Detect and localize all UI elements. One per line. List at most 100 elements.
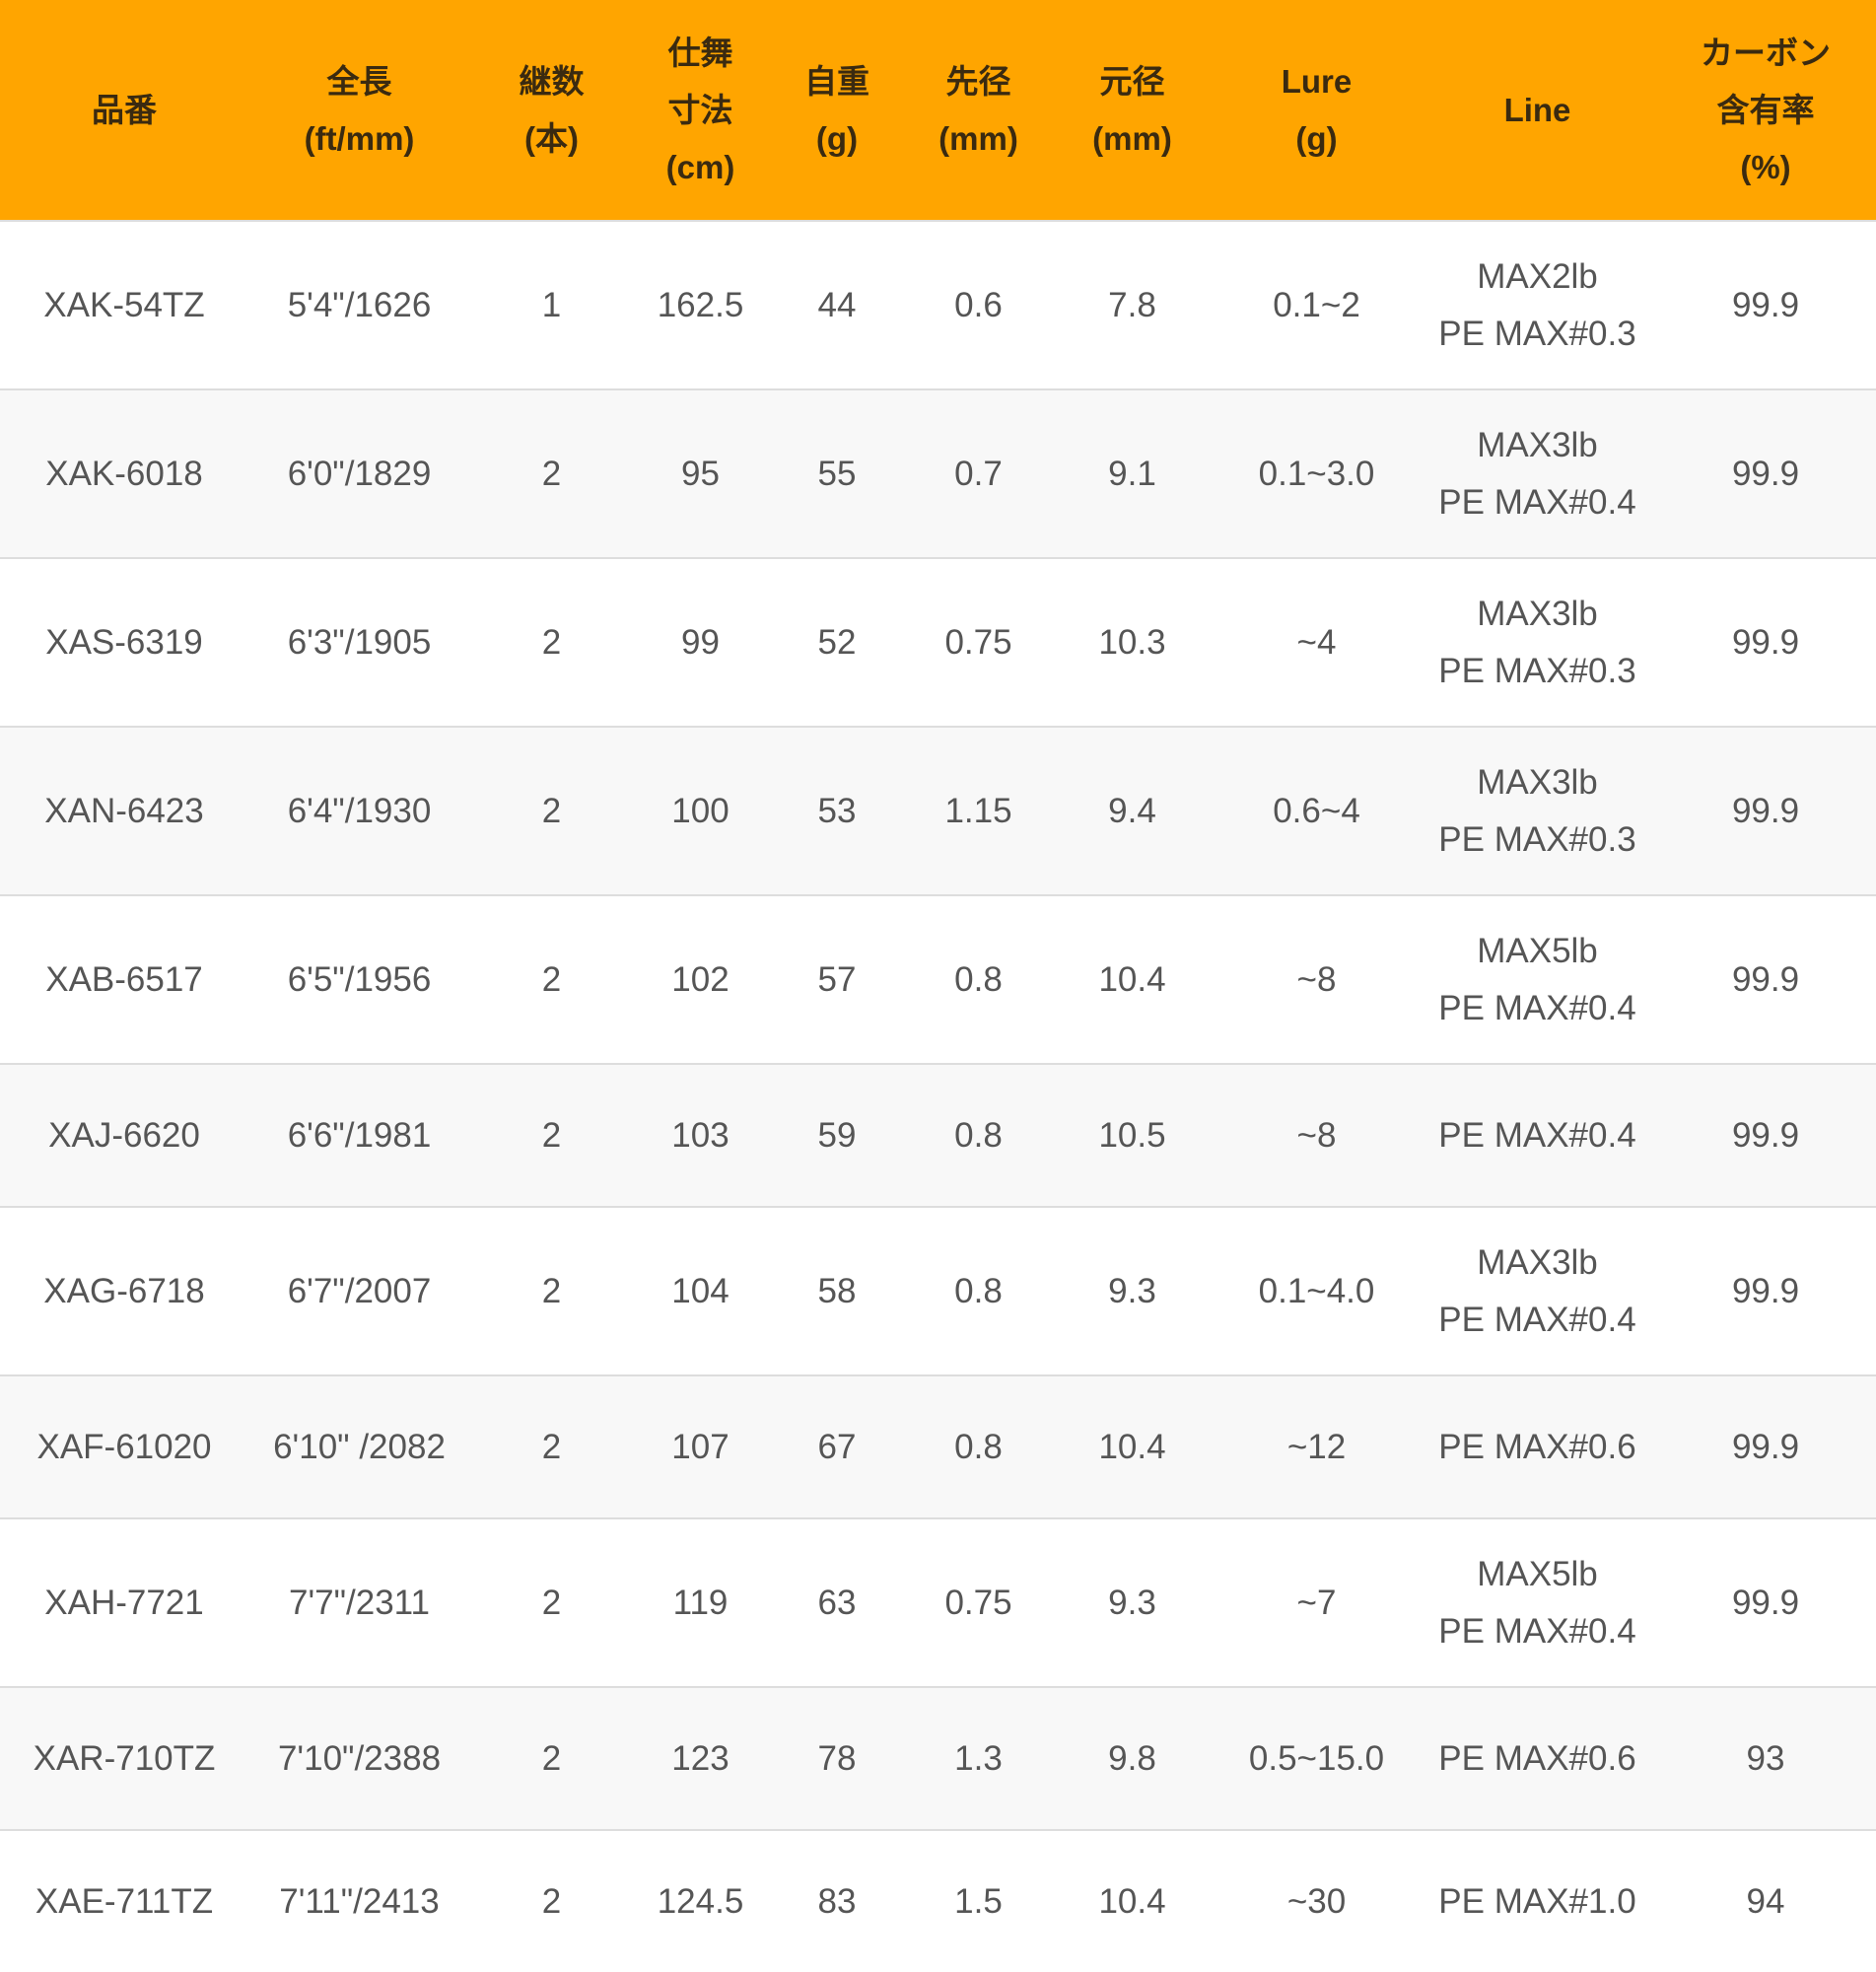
- cell-pieces: 2: [470, 1374, 633, 1518]
- cell-lure: 0.5~15.0: [1214, 1686, 1420, 1830]
- cell-weight: 67: [768, 1374, 906, 1518]
- cell-weight: 78: [768, 1686, 906, 1830]
- cell-closed-length: 123: [633, 1686, 768, 1830]
- cell-model: XAK-6018: [0, 388, 248, 558]
- cell-butt-diameter: 10.4: [1051, 894, 1214, 1064]
- cell-lure: ~7: [1214, 1517, 1420, 1687]
- cell-pieces: 2: [470, 557, 633, 727]
- header-label: (mm): [938, 119, 1018, 157]
- line-spec: PE MAX#0.3: [1438, 314, 1636, 353]
- cell-lure: ~8: [1214, 1063, 1420, 1207]
- cell-model: XAH-7721: [0, 1517, 248, 1687]
- cell-length: 6'4"/1930: [248, 726, 470, 895]
- header-label: 寸法: [667, 91, 733, 128]
- line-spec: PE MAX#0.4: [1438, 988, 1636, 1027]
- cell-weight: 57: [768, 894, 906, 1064]
- table-row: XAR-710TZ 7'10"/2388 2 123 78 1.3 9.8 0.5~15.0 P…: [0, 1686, 1876, 1830]
- line-spec: PE MAX#0.3: [1438, 651, 1636, 690]
- cell-carbon: 93: [1655, 1686, 1876, 1830]
- line-spec: MAX3lb: [1477, 1242, 1598, 1282]
- cell-pieces: 1: [470, 220, 633, 389]
- header-label: 含有率: [1716, 91, 1815, 128]
- cell-butt-diameter: 9.8: [1051, 1686, 1214, 1830]
- cell-line: PE MAX#1.0: [1420, 1829, 1655, 1972]
- cell-butt-diameter: 10.4: [1051, 1374, 1214, 1518]
- cell-tip-diameter: 0.8: [906, 1063, 1051, 1207]
- header-tip-diameter: 先径 (mm): [906, 0, 1051, 221]
- cell-line: MAX3lb PE MAX#0.4: [1420, 1206, 1655, 1375]
- cell-tip-diameter: 0.8: [906, 894, 1051, 1064]
- cell-carbon: 99.9: [1655, 557, 1876, 727]
- table-row: XAK-54TZ 5'4"/1626 1 162.5 44 0.6 7.8 0.1~2 MAX2…: [0, 220, 1876, 389]
- table-row: XAG-6718 6'7"/2007 2 104 58 0.8 9.3 0.1~4.0 MAX3…: [0, 1206, 1876, 1375]
- cell-carbon: 99.9: [1655, 1063, 1876, 1207]
- cell-butt-diameter: 9.1: [1051, 388, 1214, 558]
- cell-lure: 0.1~3.0: [1214, 388, 1420, 558]
- line-spec: PE MAX#1.0: [1438, 1881, 1636, 1921]
- cell-pieces: 2: [470, 726, 633, 895]
- cell-length: 7'7"/2311: [248, 1517, 470, 1687]
- cell-model: XAN-6423: [0, 726, 248, 895]
- cell-carbon: 99.9: [1655, 894, 1876, 1064]
- cell-pieces: 2: [470, 1829, 633, 1972]
- cell-weight: 52: [768, 557, 906, 727]
- cell-line: MAX3lb PE MAX#0.4: [1420, 388, 1655, 558]
- cell-tip-diameter: 0.7: [906, 388, 1051, 558]
- cell-length: 6'6"/1981: [248, 1063, 470, 1207]
- cell-carbon: 99.9: [1655, 1517, 1876, 1687]
- cell-model: XAB-6517: [0, 894, 248, 1064]
- cell-butt-diameter: 10.4: [1051, 1829, 1214, 1972]
- cell-line: MAX5lb PE MAX#0.4: [1420, 1517, 1655, 1687]
- cell-model: XAE-711TZ: [0, 1829, 248, 1972]
- line-spec: MAX3lb: [1477, 594, 1598, 633]
- cell-tip-diameter: 1.5: [906, 1829, 1051, 1972]
- cell-model: XAG-6718: [0, 1206, 248, 1375]
- header-weight: 自重 (g): [768, 0, 906, 221]
- cell-weight: 59: [768, 1063, 906, 1207]
- cell-butt-diameter: 9.3: [1051, 1517, 1214, 1687]
- cell-closed-length: 95: [633, 388, 768, 558]
- cell-length: 5'4"/1626: [248, 220, 470, 389]
- cell-tip-diameter: 1.15: [906, 726, 1051, 895]
- header-label: 仕舞: [667, 34, 733, 71]
- cell-butt-diameter: 9.3: [1051, 1206, 1214, 1375]
- cell-closed-length: 102: [633, 894, 768, 1064]
- cell-butt-diameter: 7.8: [1051, 220, 1214, 389]
- table-row: XAS-6319 6'3"/1905 2 99 52 0.75 10.3 ~4 MAX3lb PE…: [0, 557, 1876, 727]
- cell-pieces: 2: [470, 1206, 633, 1375]
- cell-length: 6'5"/1956: [248, 894, 470, 1064]
- cell-closed-length: 103: [633, 1063, 768, 1207]
- cell-lure: ~8: [1214, 894, 1420, 1064]
- header-label: 先径: [945, 62, 1011, 100]
- cell-butt-diameter: 10.3: [1051, 557, 1214, 727]
- cell-closed-length: 107: [633, 1374, 768, 1518]
- header-label: (%): [1740, 148, 1791, 185]
- cell-weight: 83: [768, 1829, 906, 1972]
- header-label: (ft/mm): [304, 119, 415, 157]
- line-spec: PE MAX#0.6: [1438, 1427, 1636, 1466]
- cell-carbon: 99.9: [1655, 220, 1876, 389]
- cell-length: 6'0"/1829: [248, 388, 470, 558]
- cell-tip-diameter: 0.8: [906, 1374, 1051, 1518]
- header-label: (mm): [1092, 119, 1172, 157]
- cell-weight: 63: [768, 1517, 906, 1687]
- cell-weight: 58: [768, 1206, 906, 1375]
- header-label: 継数: [519, 62, 585, 100]
- cell-model: XAF-61020: [0, 1374, 248, 1518]
- header-label: (cm): [665, 148, 735, 185]
- cell-weight: 44: [768, 220, 906, 389]
- cell-carbon: 99.9: [1655, 726, 1876, 895]
- header-carbon: カーボン 含有率 (%): [1655, 0, 1876, 221]
- cell-butt-diameter: 10.5: [1051, 1063, 1214, 1207]
- table-row: XAK-6018 6'0"/1829 2 95 55 0.7 9.1 0.1~3.0 MAX3l…: [0, 388, 1876, 558]
- cell-closed-length: 119: [633, 1517, 768, 1687]
- cell-weight: 55: [768, 388, 906, 558]
- header-label: 自重: [804, 62, 869, 100]
- cell-weight: 53: [768, 726, 906, 895]
- line-spec: MAX5lb: [1477, 931, 1598, 970]
- cell-tip-diameter: 1.3: [906, 1686, 1051, 1830]
- cell-line: MAX3lb PE MAX#0.3: [1420, 726, 1655, 895]
- cell-lure: 0.1~4.0: [1214, 1206, 1420, 1375]
- cell-pieces: 2: [470, 1517, 633, 1687]
- cell-length: 6'7"/2007: [248, 1206, 470, 1375]
